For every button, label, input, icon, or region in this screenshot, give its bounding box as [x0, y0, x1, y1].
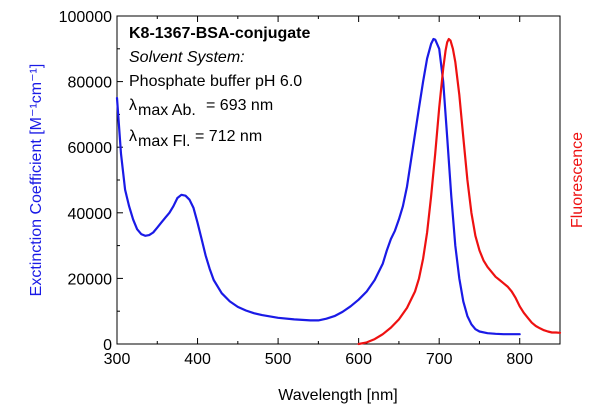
- x-tick-label: 700: [426, 351, 453, 368]
- y-axis-title-right: Fluorescence: [569, 132, 586, 228]
- x-tick-label: 600: [345, 351, 372, 368]
- y-tick-label: 0: [103, 337, 112, 354]
- fluorescence-line: [357, 37, 562, 346]
- y-tick-label: 60000: [68, 140, 113, 157]
- compound-label: K8-1367-BSA-conjugate: [129, 25, 310, 42]
- y-axis-title-left: Exctinction Coefficient [M⁻¹cm⁻¹]: [28, 64, 45, 297]
- abs-max-subscript: max Ab.: [138, 102, 196, 119]
- solvent-heading: Solvent System:: [129, 49, 245, 66]
- solvent-value: Phosphate buffer pH 6.0: [129, 73, 302, 90]
- x-tick-label: 800: [506, 351, 533, 368]
- abs-max-lambda: λ: [129, 97, 137, 114]
- series-layer: [115, 37, 562, 346]
- y-tick-label: 100000: [59, 9, 112, 26]
- x-tick-labels: 300 400 500 600 700 800: [104, 351, 534, 368]
- y-tick-label: 80000: [68, 75, 113, 92]
- y-tick-labels: 0 20000 40000 60000 80000 100000: [59, 9, 112, 354]
- y-tick-label: 20000: [68, 271, 113, 288]
- tick-marks: [116, 15, 521, 345]
- plot-area: 300 400 500 600 700 800 0 20000 40000 60000 80000…: [59, 9, 562, 368]
- fl-max-subscript: max Fl.: [138, 133, 190, 150]
- fl-max-lambda: λ: [129, 128, 137, 145]
- x-axis-title: Wavelength [nm]: [278, 387, 397, 404]
- fl-max-value: = 712 nm: [195, 128, 262, 145]
- x-tick-label: 500: [265, 351, 292, 368]
- abs-max-value: = 693 nm: [206, 97, 273, 114]
- y-tick-label: 40000: [68, 206, 113, 223]
- x-tick-label: 300: [104, 351, 131, 368]
- x-tick-label: 400: [184, 351, 211, 368]
- absorbance-line: [115, 37, 521, 336]
